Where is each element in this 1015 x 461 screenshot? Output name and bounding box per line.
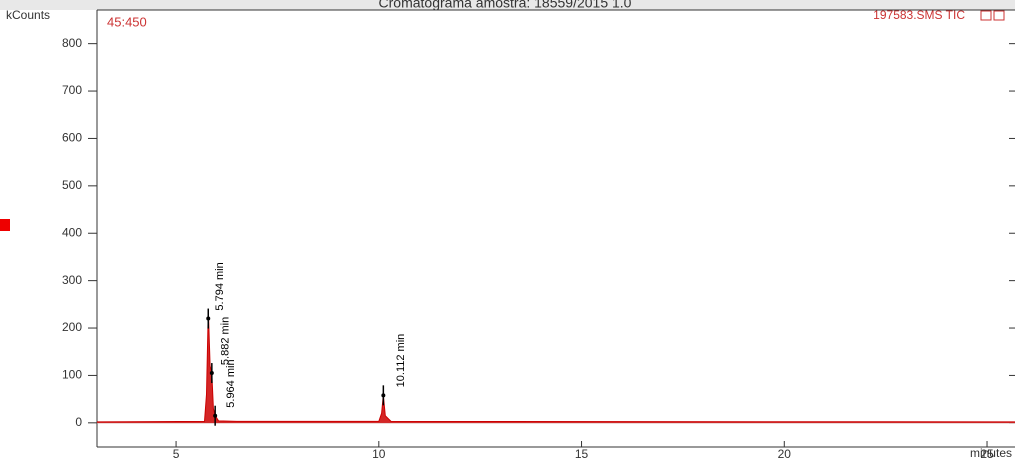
peak-label: 5.882 min: [220, 317, 232, 365]
y-tick-label: 700: [62, 83, 82, 97]
trace-line: [96, 309, 1015, 423]
x-tick-label: 15: [575, 447, 589, 461]
peak-dot: [209, 371, 214, 376]
x-tick-label: 5: [173, 447, 180, 461]
trace-label: 197583.SMS TIC: [873, 8, 965, 22]
y-tick-label: 300: [62, 273, 82, 287]
window-icon[interactable]: [980, 10, 992, 21]
y-tick-label: 800: [62, 36, 82, 50]
time-label: 45:450: [107, 14, 147, 29]
title-bar: [0, 0, 1015, 10]
x-tick-label: 25: [980, 447, 994, 461]
peak-label: 5.964 min: [225, 359, 237, 407]
peak-label: 10.112 min: [395, 334, 407, 388]
y-tick-label: 600: [62, 131, 82, 145]
chart-title: Cromatograma amostra: 18559/2015 1.0: [379, 0, 632, 11]
y-tick-label: 400: [62, 225, 82, 239]
side-marker: [0, 219, 10, 231]
peak-dot: [381, 393, 386, 398]
window-icon[interactable]: [993, 10, 1005, 21]
y-tick-label: 100: [62, 368, 82, 382]
peak-label: 5.794 min: [214, 262, 226, 310]
peak-dot: [206, 316, 211, 321]
y-tick-label: 500: [62, 178, 82, 192]
peak-dot: [213, 413, 218, 418]
x-axis-label: minutes: [970, 446, 1012, 460]
y-tick-label: 0: [75, 415, 82, 429]
x-tick-label: 10: [372, 447, 386, 461]
x-tick-label: 20: [778, 447, 792, 461]
y-axis-label: kCounts: [6, 8, 50, 22]
y-tick-label: 200: [62, 320, 82, 334]
